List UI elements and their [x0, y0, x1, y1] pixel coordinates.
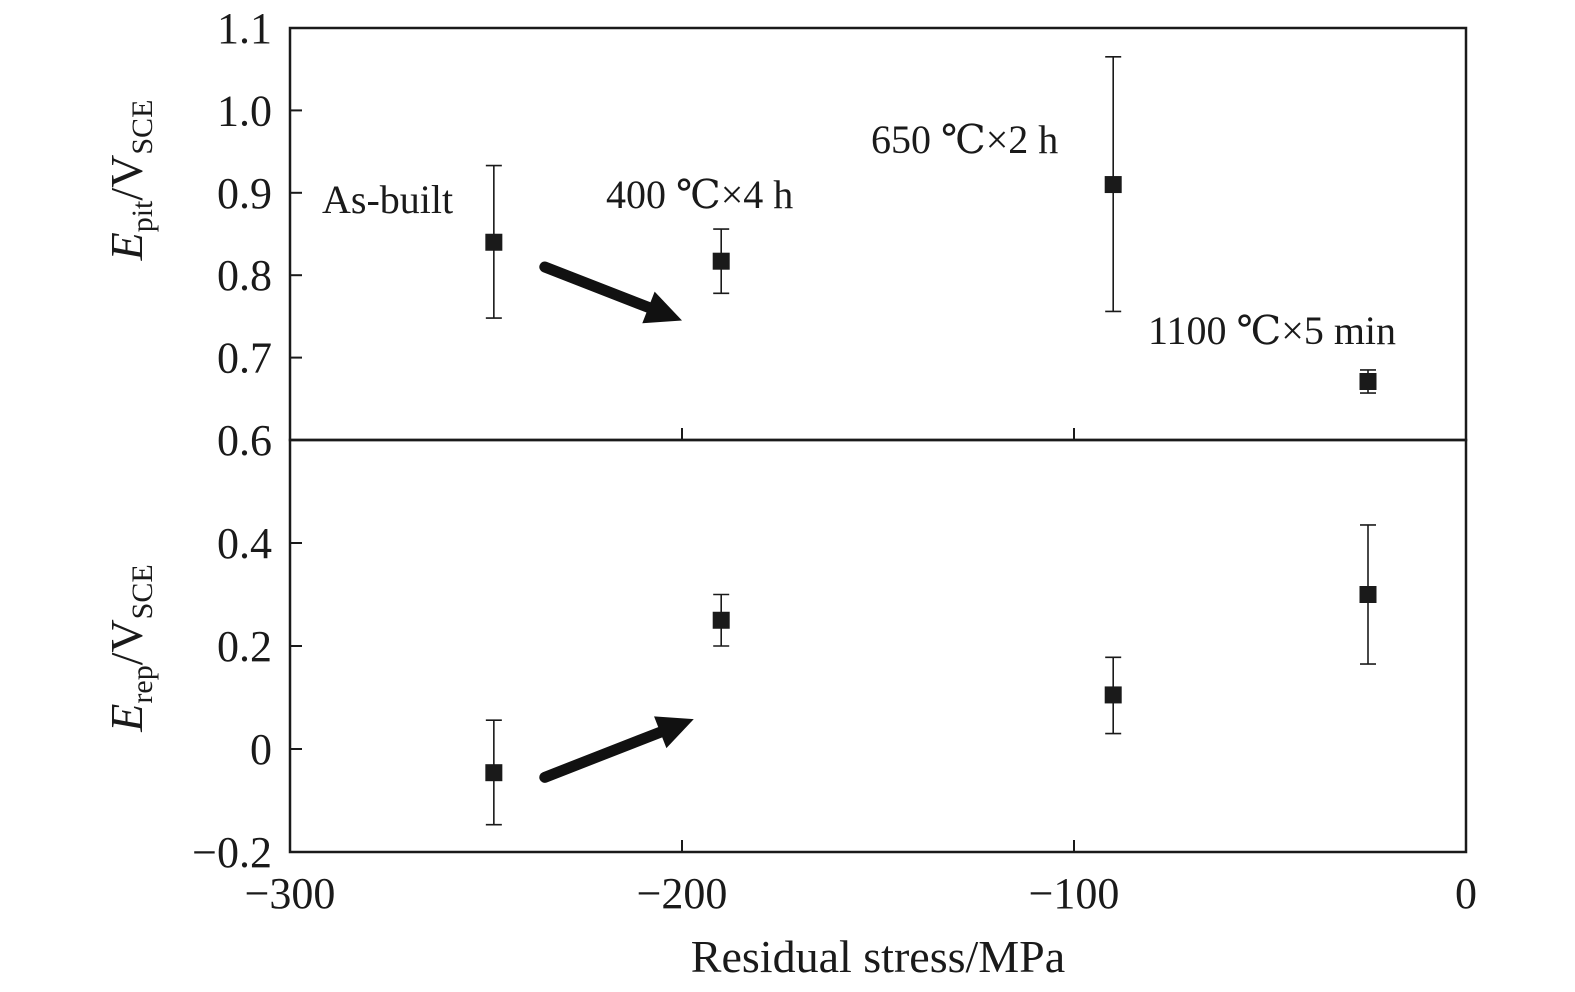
- trend-arrows: [539, 261, 694, 783]
- axis-ticks: [289, 27, 1467, 853]
- data-markers: [485, 176, 1377, 782]
- data-point-bottom: [1104, 686, 1122, 704]
- annotation-label: 1100 ℃×5 min: [1148, 308, 1396, 353]
- y-axis-label-top: Epit/VSCE: [101, 100, 159, 262]
- ylabel-top-sub: pit: [126, 200, 159, 232]
- arrow-bottom: [539, 716, 694, 783]
- ylabel-top-sub2: SCE: [126, 100, 159, 155]
- data-point-bottom: [1359, 586, 1377, 603]
- y-tick-label-bottom: −0.2: [192, 828, 272, 877]
- y-tick-label-top: 0.8: [217, 251, 272, 300]
- y-tick-label-bottom: 0.4: [217, 519, 272, 568]
- x-tick-label: −100: [1029, 869, 1120, 918]
- y-tick-label-top: 0.7: [217, 334, 272, 383]
- data-point-bottom: [712, 611, 730, 629]
- data-point-top: [1104, 176, 1122, 194]
- plot-frame-bottom: [288, 438, 1468, 854]
- data-point-top: [485, 233, 503, 251]
- x-axis-label: Residual stress/MPa: [691, 931, 1065, 982]
- x-tick-label: 0: [1455, 869, 1477, 918]
- annotation-label: 400 ℃×4 h: [606, 172, 793, 217]
- ylabel-top-sep: /V: [101, 155, 152, 201]
- data-point-bottom: [485, 764, 503, 782]
- y-tick-label-bottom: 0.2: [217, 622, 272, 671]
- x-tick-label: −200: [637, 869, 728, 918]
- data-point-top: [1359, 372, 1377, 390]
- y-tick-label-bottom: 0: [250, 725, 272, 774]
- arrow-top: [539, 261, 682, 324]
- ylabel-bottom-sub2: SCE: [126, 564, 159, 619]
- ylabel-bottom-sep: /V: [101, 619, 152, 665]
- ylabel-bottom-main: E: [101, 704, 152, 733]
- y-tick-label-top: 1.1: [217, 4, 272, 53]
- plot-frame-top: [288, 26, 1468, 442]
- tick-labels: 0.6 0.7 0.8 0.9 1.0 1.1 −0.2 0 0.2 0.4 −300 −200 −10…: [192, 4, 1477, 918]
- x-tick-label: −300: [245, 869, 336, 918]
- ylabel-bottom-sub: rep: [126, 665, 159, 703]
- y-tick-label-top: 1.0: [217, 86, 272, 135]
- point-annotations: As-built 400 ℃×4 h 650 ℃×2 h 1100 ℃×5 min: [322, 117, 1396, 353]
- y-tick-label-top: 0.9: [217, 169, 272, 218]
- ylabel-top-main: E: [101, 232, 152, 261]
- y-tick-label-top: 0.6: [217, 416, 272, 465]
- data-point-top: [712, 252, 730, 270]
- annotation-label: 650 ℃×2 h: [871, 117, 1058, 162]
- annotation-label: As-built: [322, 177, 453, 222]
- y-axis-label-bottom: Erep/VSCE: [101, 564, 159, 732]
